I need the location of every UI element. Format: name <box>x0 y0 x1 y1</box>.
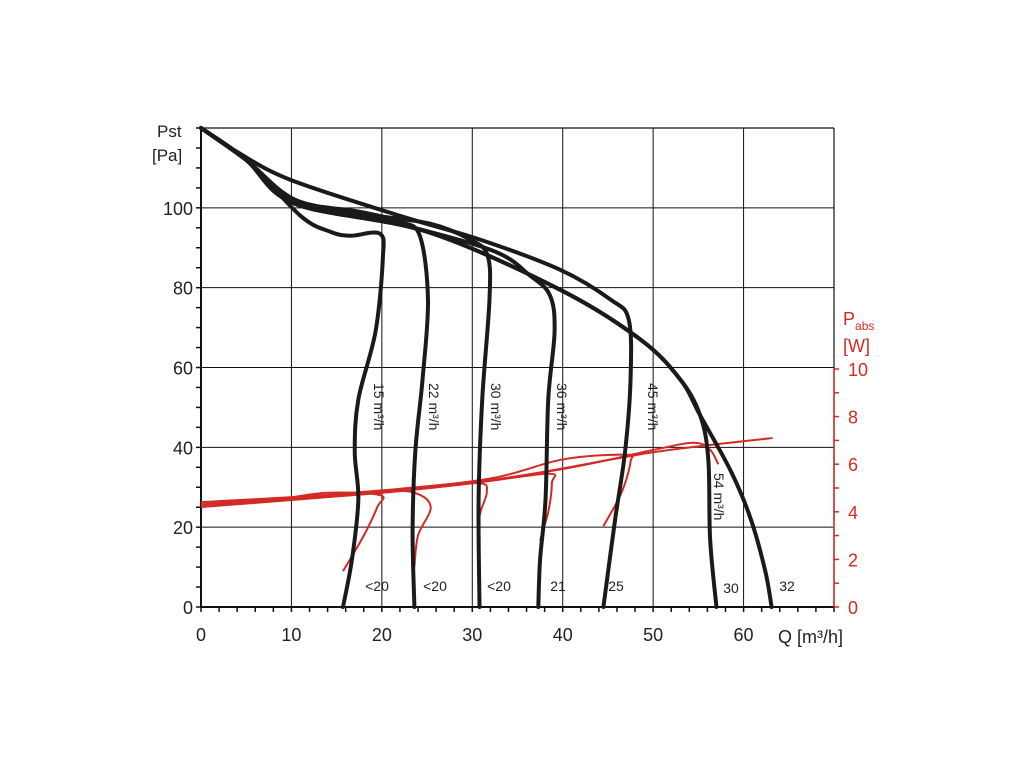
curve-flow-label: 22 m³/h <box>426 383 442 430</box>
x-tick-label: 50 <box>643 625 663 645</box>
x-tick-label: 60 <box>734 625 754 645</box>
y2-axis-label-main: P <box>843 309 855 329</box>
curve-flow-label: 36 m³/h <box>554 383 570 430</box>
curve-power-label: <20 <box>423 578 447 594</box>
curve-power-label: <20 <box>365 578 389 594</box>
y2-axis-unit: [W] <box>843 336 870 356</box>
power-curve <box>200 441 720 504</box>
pressure-curve <box>199 126 634 609</box>
x-axis-label: Q [m³/h] <box>778 627 843 647</box>
y-axis-label-line2: [Pa] <box>152 146 182 165</box>
y-tick-label: 80 <box>173 279 193 299</box>
y2-tick-label: 4 <box>848 503 858 523</box>
y2-tick-label: 6 <box>848 455 858 475</box>
y2-tick-label: 2 <box>848 550 858 570</box>
power-curves <box>200 437 773 572</box>
pressure-curve <box>199 126 774 609</box>
curve-flow-label: 15 m³/h <box>371 383 387 430</box>
curve-labels: 15 m³/h <20 22 m³/h <20 30 m³/h <20 36 m³/h 21 4… <box>365 383 795 596</box>
y2-tick-label: 8 <box>848 408 858 428</box>
y-tick-label: 0 <box>183 598 193 618</box>
x-tick-label: 40 <box>553 625 573 645</box>
curve-flow-label: 54 m³/h <box>711 473 727 520</box>
curve-power-label: 30 <box>723 580 739 596</box>
power-curve <box>200 437 773 506</box>
x-tick-label: 0 <box>196 625 206 645</box>
x-tick-label: 20 <box>372 625 392 645</box>
y-tick-label: 40 <box>173 438 193 458</box>
y2-axis-label-sub: abs <box>855 319 874 333</box>
pressure-curve <box>199 126 386 609</box>
axes: 0 10 20 30 40 50 60 0 20 40 60 80 100 0 2 4 6 8 10 <box>163 127 868 645</box>
x-tick-label: 30 <box>462 625 482 645</box>
x-tick-label: 10 <box>281 625 301 645</box>
curve-power-label: 32 <box>779 578 795 594</box>
curve-flow-label: 30 m³/h <box>488 383 504 430</box>
curve-flow-label: 45 m³/h <box>645 383 661 430</box>
pressure-curves <box>199 126 774 609</box>
y-tick-label: 60 <box>173 359 193 379</box>
y-tick-label: 100 <box>163 199 193 219</box>
y2-tick-label: 10 <box>848 360 868 380</box>
curve-power-label: <20 <box>487 578 511 594</box>
y-tick-label: 20 <box>173 518 193 538</box>
curve-power-label: 25 <box>608 578 624 594</box>
y-axis-label-line1: Pst <box>157 122 182 141</box>
curve-power-label: 21 <box>550 578 566 594</box>
y2-tick-label: 0 <box>848 598 858 618</box>
y2-axis-label: Pabs <box>843 309 874 333</box>
